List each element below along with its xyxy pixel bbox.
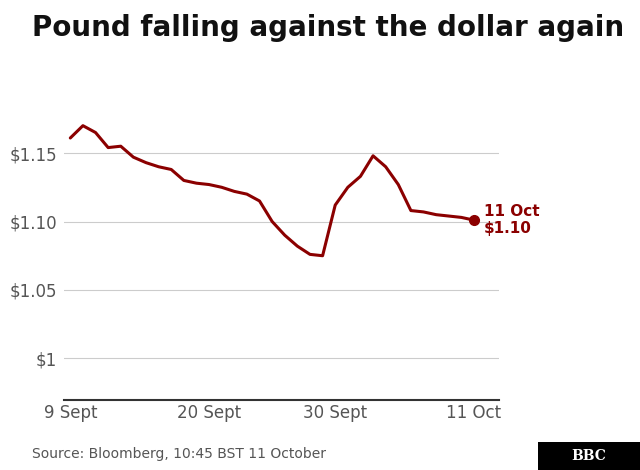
- Text: Source: Bloomberg, 10:45 BST 11 October: Source: Bloomberg, 10:45 BST 11 October: [32, 446, 326, 461]
- Text: Pound falling against the dollar again: Pound falling against the dollar again: [32, 14, 624, 42]
- Text: BBC: BBC: [572, 449, 606, 463]
- Text: 11 Oct
$1.10: 11 Oct $1.10: [484, 204, 540, 236]
